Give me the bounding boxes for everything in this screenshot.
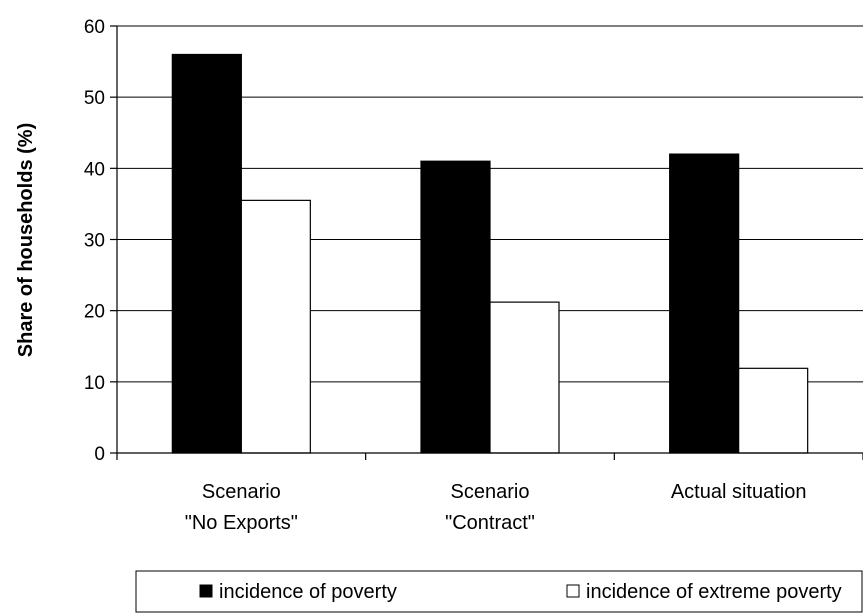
legend-label-extreme-poverty: incidence of extreme poverty	[586, 581, 842, 603]
y-axis-label: Share of households (%)	[15, 123, 37, 357]
legend-box	[135, 570, 863, 613]
bar-poverty	[171, 53, 242, 454]
legend: incidence of poverty incidence of extrem…	[135, 570, 863, 613]
x-category-label: "Contract"	[445, 512, 535, 534]
legend-label-poverty: incidence of poverty	[219, 581, 397, 603]
bars	[171, 53, 809, 454]
x-categories: Scenario "No Exports" Scenario "Contract" Ac…	[116, 453, 863, 534]
bar-poverty	[669, 153, 740, 454]
bar-poverty	[420, 160, 491, 454]
legend-swatch-poverty	[199, 584, 213, 598]
y-tick-label: 30	[84, 231, 105, 252]
legend-swatch-extreme-poverty	[566, 584, 580, 598]
y-ticks: 0 10 20 30 40 50 60	[84, 17, 117, 465]
y-tick-label: 0	[94, 444, 105, 465]
y-tick-label: 60	[84, 17, 105, 38]
x-category-label: Scenario	[451, 481, 530, 503]
y-tick-label: 10	[84, 373, 105, 394]
y-tick-label: 50	[84, 88, 105, 109]
y-tick-label: 40	[84, 159, 105, 180]
y-tick-label: 20	[84, 302, 105, 323]
x-category-label: Actual situation	[671, 481, 807, 503]
bar-extreme-poverty	[738, 367, 809, 454]
bar-extreme-poverty	[489, 301, 560, 454]
x-category-label: "No Exports"	[185, 512, 298, 534]
bar-extreme-poverty	[240, 199, 311, 454]
x-category-label: Scenario	[202, 481, 281, 503]
